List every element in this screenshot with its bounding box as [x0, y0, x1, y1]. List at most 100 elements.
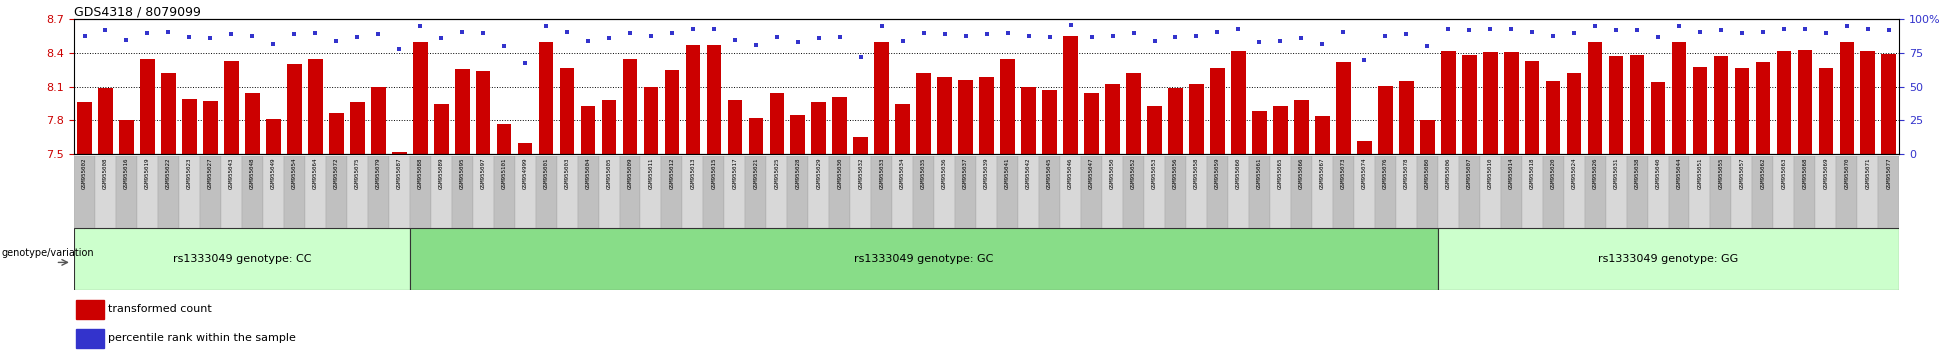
- Bar: [203, 101, 218, 154]
- Bar: [1270, 156, 1292, 228]
- Text: GSM955076: GSM955076: [1383, 158, 1387, 189]
- Bar: [1126, 73, 1142, 154]
- Bar: [664, 70, 680, 154]
- Bar: [1630, 55, 1644, 154]
- Text: GSM955025: GSM955025: [775, 158, 779, 189]
- Bar: [1504, 52, 1519, 154]
- Bar: [493, 156, 514, 228]
- Text: GSM955028: GSM955028: [795, 158, 801, 189]
- Point: [132, 30, 164, 36]
- Bar: [1420, 120, 1434, 154]
- Text: GSM955014: GSM955014: [1508, 158, 1514, 189]
- Bar: [1021, 87, 1036, 154]
- Bar: [117, 156, 136, 228]
- Point: [216, 32, 247, 37]
- Point: [1329, 29, 1360, 34]
- Bar: [76, 329, 103, 348]
- Text: GSM955012: GSM955012: [670, 158, 674, 189]
- Bar: [1253, 112, 1266, 154]
- Point: [530, 23, 561, 29]
- Point: [1790, 26, 1821, 32]
- Point: [1621, 27, 1652, 33]
- Text: GSM955007: GSM955007: [1467, 158, 1471, 189]
- Point: [111, 37, 142, 42]
- Bar: [409, 156, 431, 228]
- Bar: [1042, 90, 1058, 154]
- Text: transformed count: transformed count: [109, 304, 212, 314]
- Text: GSM955011: GSM955011: [649, 158, 653, 189]
- Bar: [1627, 156, 1648, 228]
- Bar: [95, 156, 117, 228]
- Bar: [1188, 85, 1204, 154]
- Bar: [1124, 156, 1143, 228]
- Bar: [1461, 55, 1477, 154]
- Text: GSM955043: GSM955043: [228, 158, 234, 189]
- Bar: [475, 71, 491, 154]
- Bar: [832, 97, 847, 154]
- Point: [1453, 27, 1484, 33]
- Text: GSM955004: GSM955004: [586, 158, 590, 189]
- Bar: [916, 73, 931, 154]
- Bar: [1311, 156, 1332, 228]
- Bar: [1794, 156, 1816, 228]
- Bar: [347, 156, 368, 228]
- Bar: [619, 156, 641, 228]
- Bar: [286, 64, 302, 154]
- Bar: [1064, 36, 1077, 154]
- Bar: [497, 124, 512, 154]
- Text: GSM955046: GSM955046: [1068, 158, 1073, 189]
- Bar: [766, 156, 787, 228]
- Bar: [390, 156, 409, 228]
- Text: GSM955047: GSM955047: [1089, 158, 1095, 189]
- Text: GSM955095: GSM955095: [460, 158, 466, 189]
- Bar: [1734, 68, 1749, 154]
- Bar: [1293, 100, 1309, 154]
- Text: GSM955089: GSM955089: [438, 158, 444, 189]
- Text: GSM955080: GSM955080: [1424, 158, 1430, 189]
- Bar: [1147, 106, 1161, 154]
- Bar: [1609, 56, 1623, 154]
- Bar: [958, 80, 972, 154]
- Bar: [224, 61, 240, 154]
- Text: GSM955035: GSM955035: [921, 158, 925, 189]
- Bar: [1208, 156, 1227, 228]
- Bar: [896, 103, 910, 154]
- Bar: [1103, 156, 1124, 228]
- Point: [1075, 34, 1106, 40]
- Text: GSM955009: GSM955009: [627, 158, 633, 189]
- Bar: [1525, 61, 1539, 154]
- Bar: [871, 156, 892, 228]
- Bar: [242, 156, 263, 228]
- Text: GSM955002: GSM955002: [82, 158, 88, 189]
- Text: GSM955040: GSM955040: [1656, 158, 1660, 189]
- Text: GSM955048: GSM955048: [249, 158, 255, 189]
- Point: [1159, 34, 1190, 40]
- Point: [1475, 26, 1506, 32]
- Point: [1013, 33, 1044, 39]
- Text: GSM955088: GSM955088: [417, 158, 423, 189]
- Point: [1685, 29, 1716, 34]
- Bar: [557, 156, 577, 228]
- Point: [1726, 30, 1757, 36]
- Bar: [1336, 62, 1350, 154]
- Text: GSM955042: GSM955042: [1027, 158, 1030, 189]
- Point: [1412, 44, 1443, 49]
- Text: GSM955049: GSM955049: [271, 158, 277, 189]
- Bar: [1521, 156, 1543, 228]
- Bar: [1085, 93, 1099, 154]
- Point: [1496, 26, 1527, 32]
- Text: GSM955010: GSM955010: [1488, 158, 1492, 189]
- Text: GSM955054: GSM955054: [292, 158, 296, 189]
- Bar: [853, 137, 869, 154]
- Text: GSM955058: GSM955058: [1194, 158, 1198, 189]
- Bar: [329, 113, 343, 154]
- Point: [886, 38, 918, 44]
- Point: [678, 26, 709, 32]
- Text: percentile rank within the sample: percentile rank within the sample: [109, 333, 296, 343]
- Text: GSM955062: GSM955062: [1761, 158, 1765, 189]
- Bar: [158, 156, 179, 228]
- Text: GSM955017: GSM955017: [732, 158, 738, 189]
- Point: [1517, 29, 1549, 34]
- Text: GSM955022: GSM955022: [166, 158, 171, 189]
- Bar: [1777, 51, 1792, 154]
